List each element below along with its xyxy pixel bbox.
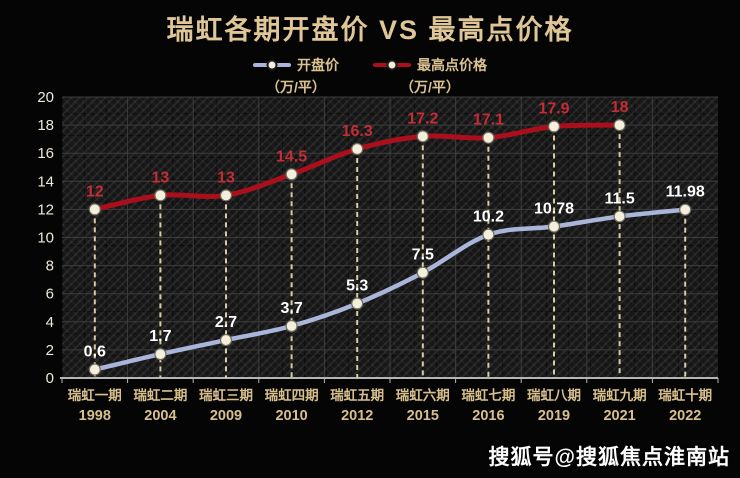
chart-text: 13 <box>152 169 170 186</box>
chart-text: 2009 <box>210 408 242 424</box>
peak-marker <box>88 203 101 216</box>
chart-text: 8 <box>46 258 54 275</box>
chart-text: 7.5 <box>412 247 434 264</box>
chart-text: 2 <box>46 342 54 359</box>
open-marker <box>482 228 495 241</box>
chart-text: 11.5 <box>604 190 634 207</box>
chart-text: 瑞虹八期 <box>527 387 581 403</box>
chart-text: 瑞虹四期 <box>265 387 319 403</box>
chart-text: 16 <box>37 145 54 162</box>
chart-text: 10.78 <box>534 201 574 218</box>
peak-marker <box>547 120 561 133</box>
watermark: 搜狐号@搜狐焦点淮南站 <box>488 446 730 469</box>
chart-text: 瑞虹六期 <box>396 387 450 403</box>
chart-text: 瑞虹九期 <box>593 387 647 403</box>
legend-marker-peak-icon <box>373 59 411 71</box>
chart-text: 0 <box>46 370 54 387</box>
chart-text: 瑞虹一期 <box>68 387 122 403</box>
chart-text: 瑞虹七期 <box>461 387 515 403</box>
chart-text: 13 <box>217 169 235 186</box>
chart-text: 瑞虹三期 <box>199 387 253 403</box>
chart-text: 3.7 <box>280 300 302 317</box>
chart-text: 14.5 <box>276 148 307 165</box>
chart-text: 17.9 <box>538 101 569 118</box>
chart-text: 2.7 <box>215 314 237 331</box>
peak-marker <box>154 189 167 202</box>
open-marker <box>351 297 364 310</box>
chart-text: 1998 <box>79 408 111 424</box>
open-marker <box>88 363 101 376</box>
chart-text: 18 <box>611 99 629 116</box>
legend-label-open: 开盘价 <box>297 57 339 73</box>
legend-item-open-price: 开盘价 （万/平） <box>253 55 339 97</box>
legend-unit-peak: （万/平） <box>400 79 460 95</box>
chart-text: 2015 <box>407 408 439 424</box>
open-marker <box>285 319 298 333</box>
open-marker <box>613 210 626 223</box>
chart-text: 瑞虹五期 <box>330 387 384 403</box>
chart-text: 10 <box>37 230 54 247</box>
chart-text: 20 <box>37 89 54 106</box>
chart-text: 11.98 <box>666 184 705 201</box>
legend-unit-open: （万/平） <box>266 79 326 95</box>
chart-text: 2021 <box>603 408 635 424</box>
open-marker <box>679 203 692 216</box>
peak-marker <box>416 130 429 143</box>
chart-text: 18 <box>37 117 54 134</box>
chart-text: 17.1 <box>473 112 504 129</box>
open-marker <box>416 266 429 279</box>
chart-text: 0.6 <box>84 344 106 361</box>
chart-text: 2016 <box>472 408 504 424</box>
chart-text: 2012 <box>341 408 373 424</box>
open-marker <box>219 333 233 347</box>
chart-text: 2022 <box>669 408 701 424</box>
legend-marker-open-icon <box>253 59 291 71</box>
legend-item-peak-price: 最高点价格 （万/平） <box>373 55 487 97</box>
peak-marker <box>482 131 495 144</box>
peak-marker <box>351 142 364 156</box>
peak-marker <box>219 189 233 202</box>
chart-text: 14 <box>37 173 54 190</box>
chart-text: 12 <box>86 183 104 200</box>
peak-marker <box>285 168 298 181</box>
chart-text: 2019 <box>538 408 570 424</box>
legend-dot-icon <box>266 59 278 71</box>
chart-text: 17.2 <box>407 110 438 127</box>
chart-text: 6 <box>46 286 54 303</box>
chart-text: 2004 <box>144 408 176 424</box>
chart-text: 5.3 <box>346 278 368 295</box>
open-marker <box>547 220 561 233</box>
chart-text: 1.7 <box>149 328 171 345</box>
chart-text: 10.2 <box>473 209 504 226</box>
chart-text: 16.3 <box>342 123 373 140</box>
chart-text: 4 <box>46 314 54 331</box>
legend-dot-icon <box>386 59 398 71</box>
chart-text: 瑞虹二期 <box>133 387 187 403</box>
open-price-line <box>92 207 688 372</box>
chart-text: 瑞虹十期 <box>658 387 712 403</box>
open-marker <box>154 348 167 361</box>
peak-marker <box>613 118 626 132</box>
legend-label-peak: 最高点价格 <box>417 57 487 73</box>
legend: 开盘价 （万/平） 最高点价格 （万/平） <box>0 55 740 97</box>
chart-text: 12 <box>37 201 54 218</box>
chart-title: 瑞虹各期开盘价 VS 最高点价格 <box>166 15 574 45</box>
chart-text: 2010 <box>275 408 307 424</box>
